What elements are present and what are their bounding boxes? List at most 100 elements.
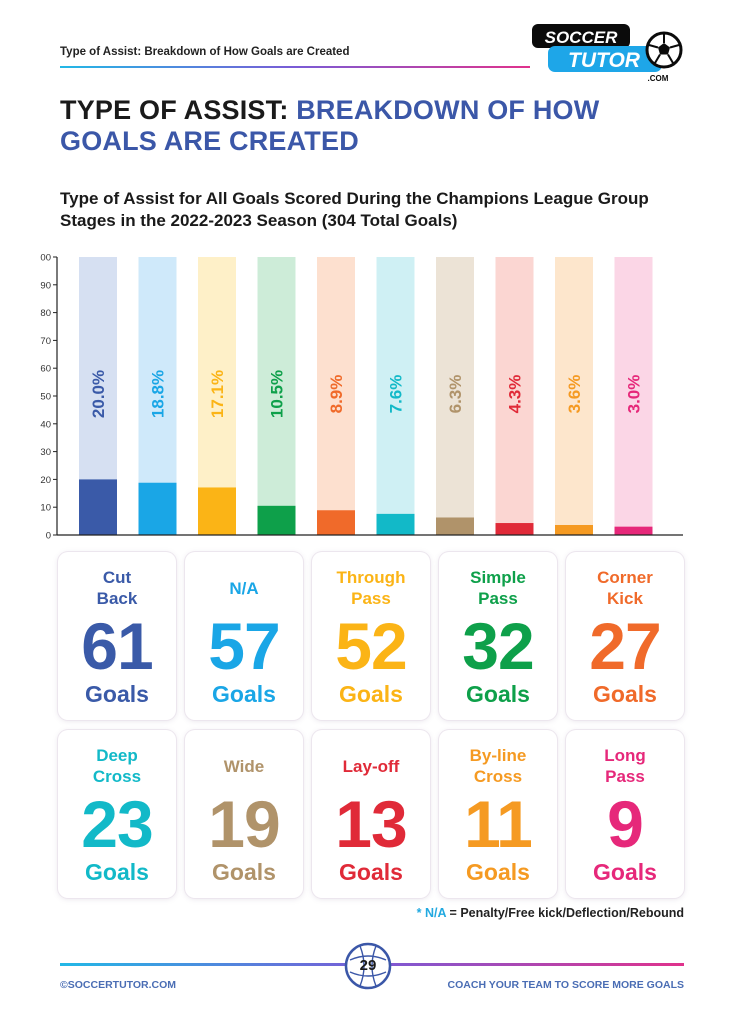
bar-value-label: 6.3% xyxy=(446,375,465,414)
y-tick-label: 30 xyxy=(40,447,51,458)
goal-card: Cut Back 61 Goals xyxy=(58,552,176,720)
page-number: 29 xyxy=(359,957,377,974)
card-label: Long Pass xyxy=(566,744,684,788)
y-tick-label: 70 xyxy=(40,336,51,347)
card-label-text: Deep Cross xyxy=(92,746,142,786)
page-title: TYPE OF ASSIST: BREAKDOWN OF HOW GOALS A… xyxy=(60,95,690,157)
card-goal-count: 13 xyxy=(335,787,407,861)
goal-card: Corner Kick 27 Goals xyxy=(566,552,684,720)
card-goal-count: 61 xyxy=(81,609,153,683)
card-unit: Goals xyxy=(466,859,530,885)
y-tick-label: 100 xyxy=(40,253,51,264)
bar xyxy=(79,479,117,535)
bar-background xyxy=(614,257,653,535)
y-tick-label: 60 xyxy=(40,364,51,375)
bar-value-label: 20.0% xyxy=(89,370,108,418)
bar xyxy=(436,517,474,535)
logo-bottom-plate xyxy=(548,46,662,72)
logo-line2: TUTOR xyxy=(568,49,641,72)
running-title: Type of Assist: Breakdown of How Goals a… xyxy=(60,46,350,58)
bar-background xyxy=(317,257,355,535)
bar xyxy=(198,487,236,535)
footnote-text: = Penalty/Free kick/Deflection/Rebound xyxy=(446,906,684,920)
page-ball-icon xyxy=(344,942,392,990)
bar xyxy=(495,523,534,535)
footer-tagline: COACH YOUR TEAM TO SCORE MORE GOALS xyxy=(447,979,684,991)
card-unit: Goals xyxy=(212,681,276,707)
logo-line1: SOCCER xyxy=(545,28,618,47)
bar xyxy=(376,513,415,535)
title-part-2: BREAKDOWN OF HOW GOALS ARE CREATED xyxy=(60,95,600,156)
card-goal-count: 11 xyxy=(464,787,533,861)
bar-background xyxy=(495,257,534,535)
card-label: Through Pass xyxy=(312,566,430,610)
card-label: Wide xyxy=(223,756,265,776)
card-goal-count: 52 xyxy=(335,609,407,683)
title-part-1: TYPE OF ASSIST: xyxy=(60,95,297,125)
footnote: * N/A = Penalty/Free kick/Deflection/Reb… xyxy=(417,906,684,920)
card-unit: Goals xyxy=(593,859,657,885)
bar-background xyxy=(555,257,593,535)
bar-background xyxy=(257,257,296,535)
soccer-tutor-logo: SOCCER TUTOR .COM xyxy=(532,24,683,83)
bar-background xyxy=(376,257,415,535)
y-tick-label: 20 xyxy=(40,475,51,486)
card-unit: Goals xyxy=(339,859,403,885)
bar xyxy=(138,482,177,535)
bar-value-label: 10.5% xyxy=(268,370,287,418)
bar-background xyxy=(436,257,474,535)
card-label: Corner Kick xyxy=(566,566,684,610)
card-unit: Goals xyxy=(85,859,149,885)
goal-card: By-line Cross 11 Goals xyxy=(439,730,557,898)
card-label-text: Long Pass xyxy=(604,746,646,786)
card-unit: Goals xyxy=(466,681,530,707)
footnote-marker: * N/A xyxy=(416,906,447,920)
bar xyxy=(257,505,296,535)
goal-card: Simple Pass 32 Goals xyxy=(439,552,557,720)
card-label: N/A xyxy=(229,578,259,598)
goal-card: Long Pass 9 Goals xyxy=(566,730,684,898)
card-goal-count: 19 xyxy=(208,787,280,861)
bar-value-label: 17.1% xyxy=(208,370,227,418)
card-label: Cut Back xyxy=(58,566,176,610)
y-tick-label: 80 xyxy=(40,308,51,319)
bar-value-label: 8.9% xyxy=(327,375,346,414)
card-goal-count: 27 xyxy=(589,609,661,683)
bar xyxy=(614,526,653,535)
goal-card: Lay-off 13 Goals xyxy=(312,730,430,898)
card-unit: Goals xyxy=(85,681,149,707)
chart-subtitle: Type of Assist for All Goals Scored Duri… xyxy=(60,189,649,230)
bar-value-label: 7.6% xyxy=(387,375,406,414)
goal-card: Through Pass 52 Goals xyxy=(312,552,430,720)
card-unit: Goals xyxy=(212,859,276,885)
card-label: Lay-off xyxy=(342,756,400,776)
bar xyxy=(317,510,355,535)
card-label-text: By-line Cross xyxy=(469,746,527,786)
y-tick-label: 10 xyxy=(40,503,51,514)
card-label: By-line Cross xyxy=(439,744,557,788)
soccer-ball-icon xyxy=(645,31,683,69)
card-goal-count: 32 xyxy=(462,609,534,683)
card-label: Deep Cross xyxy=(58,744,176,788)
card-unit: Goals xyxy=(593,681,657,707)
logo-top-plate xyxy=(532,24,630,48)
assist-bar-chart: 0 10 20 30 40 50 60 70 80 90 100 20.0% 18.8% 17.1% 10… xyxy=(40,253,683,542)
footer-website: ©SOCCERTUTOR.COM xyxy=(60,979,177,991)
card-label: Simple Pass xyxy=(439,566,557,610)
card-goal-count: 9 xyxy=(607,787,644,861)
card-label-text: Corner Kick xyxy=(597,568,653,608)
card-label-text: Through Pass xyxy=(336,568,406,608)
card-goal-count: 57 xyxy=(208,609,280,683)
header-rule xyxy=(60,66,530,68)
bar-value-label: 3.6% xyxy=(565,375,584,414)
y-tick-label: 50 xyxy=(40,392,51,403)
card-label-text: Cut Back xyxy=(96,568,138,608)
card-label-text: Simple Pass xyxy=(470,568,526,608)
bar-value-label: 3.0% xyxy=(625,375,644,414)
goal-card: Deep Cross 23 Goals xyxy=(58,730,176,898)
card-goal-count: 23 xyxy=(81,787,153,861)
goal-card: N/A 57 Goals xyxy=(185,552,303,720)
bar-value-label: 18.8% xyxy=(149,370,168,418)
bar-value-label: 4.3% xyxy=(506,375,525,414)
bar xyxy=(555,524,593,535)
